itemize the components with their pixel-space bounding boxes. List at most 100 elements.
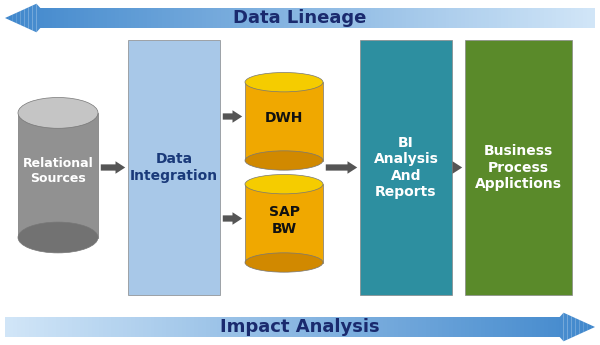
Polygon shape: [410, 8, 414, 28]
Polygon shape: [280, 317, 284, 337]
Polygon shape: [139, 317, 143, 337]
Polygon shape: [40, 8, 44, 28]
Polygon shape: [422, 317, 426, 337]
Polygon shape: [414, 317, 418, 337]
Polygon shape: [434, 317, 437, 337]
Polygon shape: [316, 8, 320, 28]
Polygon shape: [563, 313, 568, 341]
Polygon shape: [194, 317, 198, 337]
Polygon shape: [64, 8, 68, 28]
Polygon shape: [430, 8, 434, 28]
Polygon shape: [92, 317, 95, 337]
Polygon shape: [363, 8, 367, 28]
Polygon shape: [477, 317, 481, 337]
Polygon shape: [379, 8, 383, 28]
Polygon shape: [29, 6, 32, 30]
Polygon shape: [21, 9, 25, 27]
Polygon shape: [398, 8, 402, 28]
Text: BI
Analysis
And
Reports: BI Analysis And Reports: [374, 136, 439, 199]
Text: Data Lineage: Data Lineage: [233, 9, 367, 27]
Polygon shape: [351, 317, 355, 337]
Polygon shape: [245, 317, 249, 337]
Polygon shape: [383, 8, 386, 28]
Polygon shape: [591, 8, 595, 28]
Polygon shape: [497, 8, 500, 28]
Polygon shape: [198, 8, 202, 28]
Polygon shape: [107, 8, 111, 28]
Polygon shape: [52, 317, 56, 337]
Polygon shape: [340, 8, 343, 28]
Polygon shape: [202, 317, 206, 337]
Polygon shape: [217, 8, 221, 28]
Polygon shape: [579, 320, 583, 334]
Polygon shape: [214, 317, 217, 337]
Polygon shape: [343, 8, 347, 28]
Polygon shape: [72, 317, 76, 337]
Polygon shape: [583, 322, 587, 332]
Polygon shape: [402, 8, 406, 28]
Polygon shape: [221, 317, 225, 337]
Polygon shape: [68, 8, 72, 28]
Polygon shape: [371, 8, 375, 28]
Polygon shape: [536, 8, 540, 28]
Polygon shape: [182, 317, 186, 337]
Polygon shape: [245, 8, 249, 28]
Polygon shape: [469, 8, 473, 28]
Polygon shape: [556, 317, 560, 337]
Text: DWH: DWH: [265, 111, 303, 126]
Polygon shape: [288, 8, 292, 28]
Polygon shape: [115, 8, 119, 28]
Polygon shape: [512, 8, 517, 28]
Polygon shape: [481, 8, 485, 28]
Polygon shape: [304, 8, 308, 28]
Polygon shape: [575, 8, 579, 28]
Polygon shape: [331, 317, 335, 337]
Polygon shape: [540, 8, 544, 28]
Polygon shape: [60, 8, 64, 28]
Polygon shape: [563, 8, 568, 28]
Polygon shape: [5, 16, 9, 20]
Polygon shape: [312, 317, 316, 337]
Polygon shape: [449, 317, 454, 337]
Polygon shape: [284, 317, 288, 337]
Polygon shape: [206, 317, 209, 337]
Polygon shape: [304, 317, 308, 337]
Polygon shape: [583, 8, 587, 28]
Polygon shape: [359, 8, 363, 28]
Polygon shape: [512, 317, 517, 337]
Polygon shape: [394, 8, 398, 28]
Polygon shape: [95, 8, 100, 28]
Polygon shape: [548, 317, 552, 337]
Polygon shape: [198, 317, 202, 337]
Polygon shape: [214, 8, 217, 28]
Polygon shape: [88, 317, 92, 337]
Polygon shape: [209, 317, 214, 337]
Polygon shape: [92, 8, 95, 28]
Polygon shape: [186, 8, 190, 28]
Polygon shape: [284, 8, 288, 28]
Polygon shape: [60, 317, 64, 337]
Polygon shape: [485, 317, 489, 337]
Polygon shape: [517, 8, 520, 28]
Polygon shape: [292, 317, 296, 337]
Polygon shape: [146, 8, 151, 28]
Bar: [245, 184, 323, 263]
Polygon shape: [190, 317, 194, 337]
Polygon shape: [552, 8, 556, 28]
Polygon shape: [206, 8, 209, 28]
Text: SAP
BW: SAP BW: [269, 205, 299, 236]
Polygon shape: [331, 8, 335, 28]
Polygon shape: [489, 8, 493, 28]
Polygon shape: [151, 317, 154, 337]
Polygon shape: [414, 8, 418, 28]
Polygon shape: [560, 8, 563, 28]
Polygon shape: [442, 8, 446, 28]
Polygon shape: [355, 317, 359, 337]
Polygon shape: [591, 325, 595, 329]
Polygon shape: [402, 317, 406, 337]
Polygon shape: [253, 8, 257, 28]
Polygon shape: [170, 317, 174, 337]
Polygon shape: [225, 317, 229, 337]
Polygon shape: [505, 317, 508, 337]
Polygon shape: [272, 8, 277, 28]
